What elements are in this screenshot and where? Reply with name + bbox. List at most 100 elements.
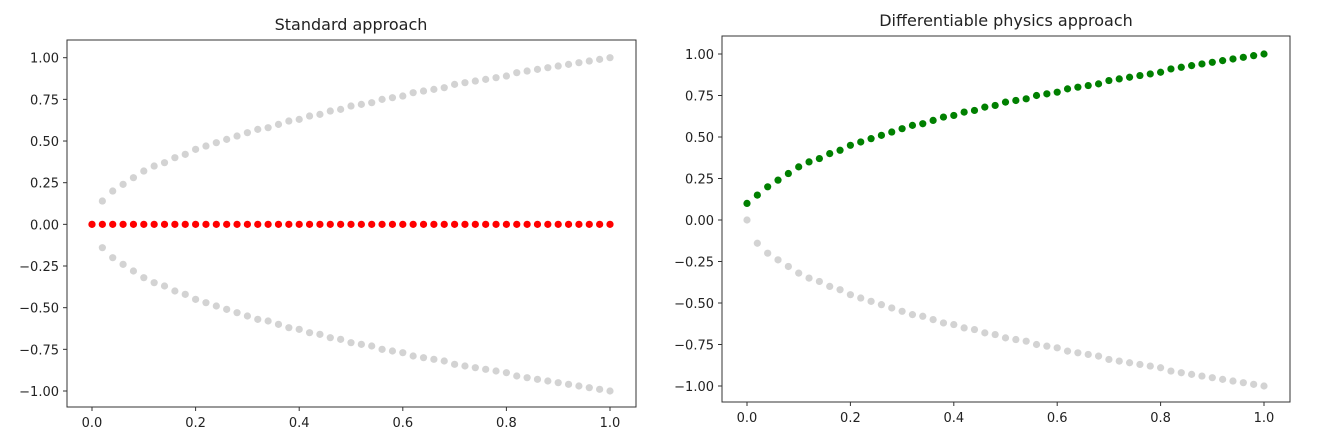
data-point xyxy=(908,311,917,319)
data-point xyxy=(846,291,855,299)
data-point xyxy=(867,297,875,305)
data-point xyxy=(451,360,459,368)
data-point xyxy=(109,220,117,228)
x-tick-label: 1.0 xyxy=(600,416,621,431)
data-point xyxy=(939,113,948,121)
data-point xyxy=(285,220,293,228)
data-point xyxy=(1001,334,1010,342)
y-tick-label: 0.75 xyxy=(30,93,59,108)
data-point xyxy=(1115,75,1123,83)
data-point xyxy=(1125,73,1134,81)
data-point xyxy=(223,135,231,143)
data-point xyxy=(877,301,886,309)
data-point xyxy=(409,220,417,228)
data-point xyxy=(409,352,417,360)
data-point xyxy=(212,139,220,147)
data-point xyxy=(898,307,906,315)
data-point xyxy=(471,364,479,372)
data-point xyxy=(1198,60,1206,68)
data-point xyxy=(554,62,562,70)
data-point xyxy=(1043,90,1051,98)
data-point xyxy=(357,340,365,348)
data-point xyxy=(585,384,593,392)
data-point xyxy=(254,220,262,228)
y-tick-label: −0.25 xyxy=(674,256,714,271)
data-point xyxy=(585,57,593,65)
data-point xyxy=(326,220,334,228)
data-point xyxy=(150,162,158,170)
data-point xyxy=(919,312,927,320)
data-point xyxy=(1198,372,1206,380)
data-point xyxy=(1053,344,1061,352)
x-tick-label: 1.0 xyxy=(1254,411,1275,426)
data-point xyxy=(533,375,542,383)
data-point xyxy=(440,357,448,365)
data-point xyxy=(1250,52,1258,60)
data-point xyxy=(1146,362,1154,370)
data-point xyxy=(119,180,127,188)
data-point xyxy=(544,377,552,385)
data-point xyxy=(970,106,979,115)
chart-title: Differentiable physics approach xyxy=(879,11,1133,30)
data-point xyxy=(857,294,865,302)
data-point xyxy=(1167,65,1175,73)
data-point xyxy=(1188,62,1196,70)
data-point xyxy=(171,220,179,228)
data-point xyxy=(1074,349,1082,357)
y-tick-label: −1.00 xyxy=(674,380,714,395)
data-point xyxy=(805,158,813,166)
data-point xyxy=(295,220,303,228)
data-point xyxy=(285,117,293,125)
data-point xyxy=(399,220,407,228)
data-point xyxy=(1084,350,1092,359)
data-point xyxy=(1250,380,1258,388)
data-point xyxy=(795,163,803,171)
data-point xyxy=(181,220,189,228)
data-point xyxy=(129,220,138,228)
data-point xyxy=(274,320,283,328)
series-0 xyxy=(743,216,1268,390)
data-point xyxy=(440,84,448,92)
data-point xyxy=(357,100,365,108)
data-point xyxy=(254,315,262,323)
data-point xyxy=(368,220,376,228)
left-chart-standard: Standard approach 0.0 0.2 0.4 0.6 0.8 1.0 1.00… xyxy=(19,15,637,431)
data-point xyxy=(326,334,334,342)
data-point xyxy=(119,220,127,228)
data-point xyxy=(233,220,241,228)
data-point xyxy=(285,324,293,332)
y-tick-label: 1.00 xyxy=(30,52,59,67)
data-point xyxy=(784,262,792,271)
data-point xyxy=(492,220,500,228)
chart-title: Standard approach xyxy=(275,15,428,34)
data-point xyxy=(274,220,283,228)
data-point xyxy=(1125,359,1134,367)
data-point xyxy=(1105,76,1113,85)
data-point xyxy=(805,274,813,282)
x-tick-label: 0.6 xyxy=(392,416,413,431)
data-point xyxy=(98,220,106,228)
data-point xyxy=(774,176,782,184)
data-point xyxy=(1229,55,1237,63)
data-point xyxy=(378,220,386,228)
y-tick-label: 0.50 xyxy=(30,135,59,150)
data-point xyxy=(1105,355,1113,364)
x-tick-label: 0.8 xyxy=(1150,411,1171,426)
data-point xyxy=(564,380,573,388)
data-point xyxy=(1208,58,1216,66)
data-point xyxy=(492,74,500,82)
data-point xyxy=(596,220,604,228)
data-point xyxy=(347,220,355,228)
data-point xyxy=(991,330,999,339)
data-point xyxy=(1063,347,1072,355)
data-point xyxy=(1167,367,1175,375)
data-point xyxy=(233,132,241,140)
data-point xyxy=(264,220,272,228)
series-0 xyxy=(88,54,614,228)
x-tick-label: 0.0 xyxy=(737,411,758,426)
axes-frame xyxy=(721,35,1291,403)
data-point xyxy=(1177,369,1185,377)
data-point xyxy=(888,128,896,136)
data-point xyxy=(140,274,148,282)
